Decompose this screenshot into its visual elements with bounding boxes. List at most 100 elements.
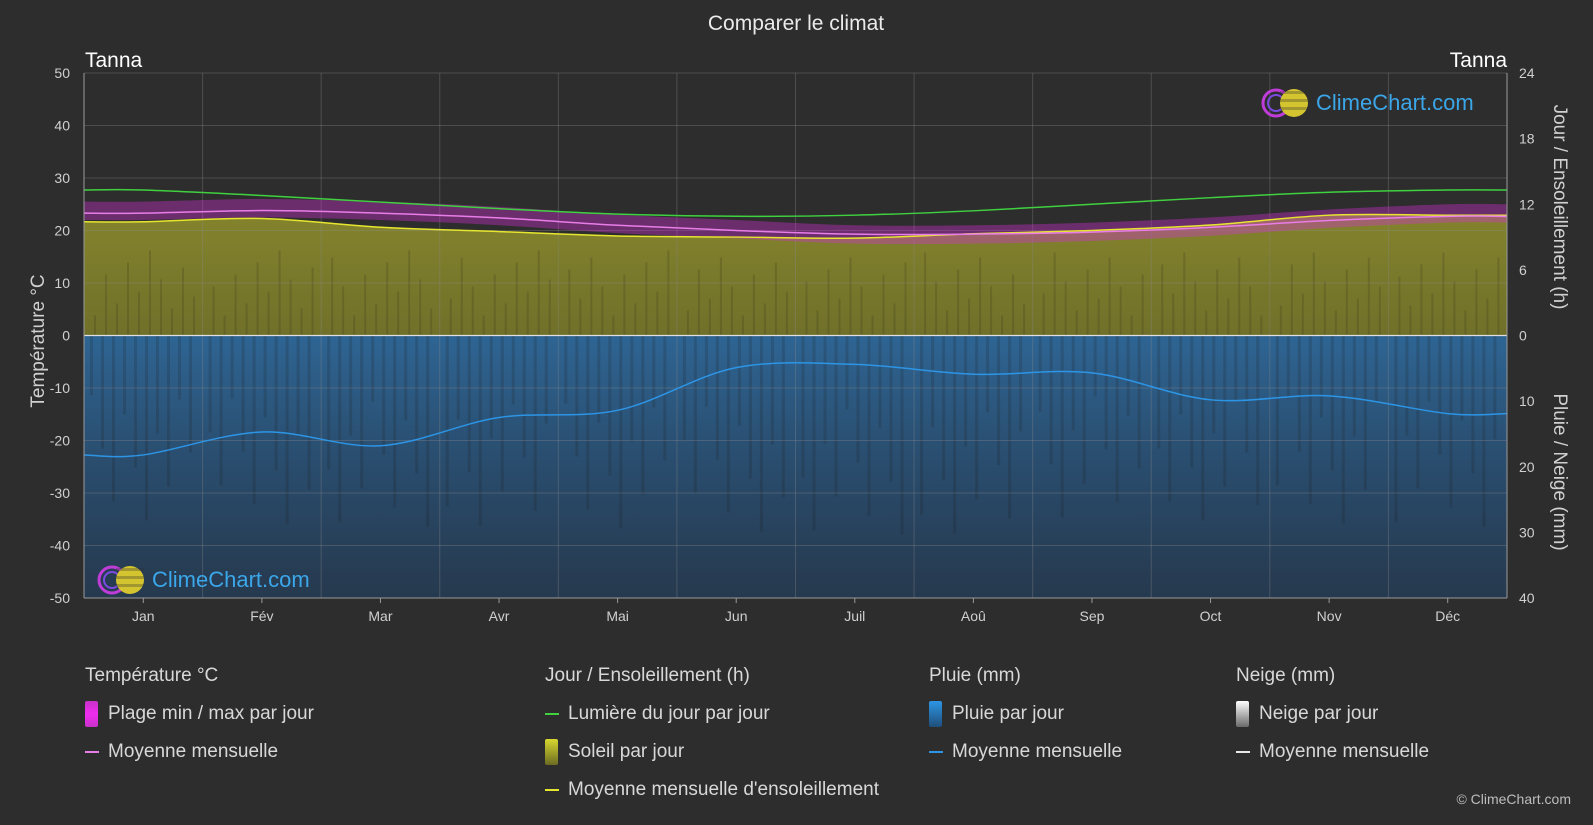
sun-daily-bar (127, 262, 129, 336)
sun-daily-bar (645, 262, 648, 336)
sun-daily-bar (1183, 252, 1186, 336)
rain-daily-bar (426, 335, 430, 527)
y-right-bottom-tick-label: 40 (1519, 590, 1535, 606)
rain-daily-bar (1438, 335, 1442, 455)
rain-daily-bar (878, 335, 882, 429)
rain-daily-bar (178, 335, 181, 400)
sun-daily-bar (182, 267, 184, 336)
sun-daily-bar (375, 303, 378, 336)
rain-daily-bar (1460, 335, 1464, 421)
sun-daily-bar (449, 298, 452, 336)
sun-daily-bar (267, 291, 270, 336)
y-right-bottom-label: Pluie / Neige (mm) (1549, 393, 1570, 550)
sun-daily-bar (149, 250, 151, 336)
y-right-top-tick-label: 24 (1519, 65, 1535, 81)
rain-daily-bar (263, 335, 267, 418)
rain-daily-bar (748, 335, 752, 479)
y-right-top-tick-label: 12 (1519, 196, 1535, 212)
sun-daily-bar (278, 250, 281, 336)
legend-label: Pluie par jour (952, 703, 1064, 724)
sun-daily-bar (1086, 269, 1089, 336)
sun-daily-bar (1205, 310, 1208, 336)
sun-daily-bar (1097, 298, 1100, 336)
sun-daily-bar (612, 315, 615, 336)
sun-daily-bar (730, 286, 733, 336)
x-tick-label: Sep (1079, 608, 1104, 624)
snow-swatch (1236, 701, 1249, 727)
sun-daily-bar (634, 303, 637, 336)
rain-daily-bar (845, 335, 849, 410)
logo-bottom: ClimeChart.com (96, 564, 310, 596)
y-right-top-label: Jour / Ensoleillement (h) (1549, 105, 1570, 310)
y-left-tick-label: 0 (62, 328, 70, 344)
rain-daily-bar (1038, 335, 1042, 412)
rain-daily-bar (544, 335, 548, 424)
rain-daily-bar (597, 335, 601, 423)
sun-daily-bar (245, 303, 248, 336)
sun-daily-bar (364, 274, 367, 336)
sun-daily-bar (430, 308, 433, 336)
rain-daily-bar (393, 335, 397, 508)
x-tick-label: Déc (1435, 608, 1460, 624)
rain-daily-bar (1082, 335, 1086, 484)
sun-daily-bar (1161, 264, 1164, 336)
sun-daily-bar (311, 267, 314, 336)
rain-daily-bar (230, 335, 234, 399)
rain-daily-bar (156, 335, 159, 434)
sun-daily-bar (752, 274, 755, 336)
axes: 50 40 30 20 10 0 -10 -20 -30 -40 -50 24 18 12 6 0 10 20 30… (50, 65, 1535, 624)
rain-daily-bar (1071, 335, 1075, 431)
sun-daily-bar (601, 286, 604, 336)
sun-daily-bar (827, 269, 830, 336)
rain-daily-bar (1493, 335, 1497, 440)
temp-mean-line (83, 209, 1508, 236)
rain-daily-bar (1137, 335, 1141, 469)
sun-daily-bar (1053, 252, 1056, 336)
rain-daily-bar (704, 335, 708, 407)
rain-daily-bar (975, 335, 979, 500)
sun-daily-bar (1367, 257, 1370, 336)
rain-daily-bar (456, 335, 460, 420)
daylight-swatch (545, 713, 559, 715)
rain-daily-bar (90, 335, 93, 396)
sunshine-area (84, 214, 1507, 336)
rain-daily-bar (252, 335, 256, 505)
sun-daily-bar (548, 279, 551, 336)
sun-daily-bar (256, 262, 259, 336)
legend-title: Jour / Ensoleillement (h) (545, 665, 750, 686)
sun-daily-bar (1378, 286, 1381, 336)
sun-daily-bar (526, 291, 529, 336)
logo-text: ClimeChart.com (152, 567, 310, 592)
rain-daily-bar (189, 335, 192, 453)
sun-daily-bar (1334, 310, 1337, 336)
sunshine-swatch (545, 739, 558, 765)
rain-daily-bar (1416, 335, 1420, 489)
climechart-logo-icon (1261, 88, 1308, 118)
sun-daily-bar (968, 298, 971, 336)
sun-daily-bar (568, 269, 571, 336)
legend-label: Lumière du jour par jour (568, 703, 770, 724)
rain-daily-bar (823, 335, 827, 444)
rain-daily-bar (1405, 335, 1409, 436)
rain-daily-bar (1093, 335, 1097, 397)
sun-daily-bar (590, 257, 593, 336)
rain-daily-bar (101, 335, 104, 449)
sun-daily-bar (397, 291, 400, 336)
rain-daily-bar (1374, 335, 1378, 403)
rain-daily-bar (1449, 335, 1453, 508)
sun-daily-bar (1356, 298, 1359, 336)
rain-daily-bar (997, 335, 1001, 466)
sun-daily-bar (1012, 274, 1015, 336)
rain-daily-bar (382, 335, 386, 455)
sun-daily-bar (212, 286, 215, 336)
y-left-tick-label: -40 (50, 538, 70, 554)
rain-daily-bar (1308, 335, 1312, 505)
sun-daily-bar (1420, 264, 1423, 336)
sun-daily-bar (1260, 315, 1263, 336)
sun-daily-bar (493, 274, 496, 336)
rain-daily-bar (812, 335, 816, 531)
rain-daily-bar (285, 335, 289, 524)
rain-daily-bar (1212, 335, 1216, 434)
sun-daily-bar (1442, 252, 1445, 336)
x-tick-label: Jan (132, 608, 155, 624)
